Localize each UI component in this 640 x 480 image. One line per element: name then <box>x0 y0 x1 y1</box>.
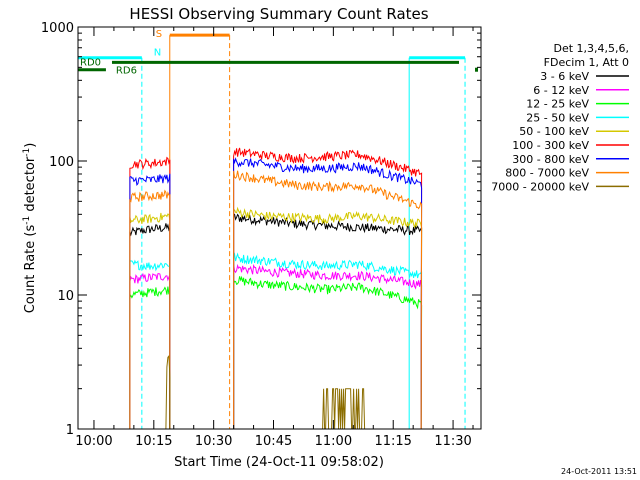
y-axis-label: Count Rate (s-1 detector-1) <box>22 143 38 314</box>
y-tick-label: 1 <box>66 423 74 438</box>
series-line <box>129 354 171 429</box>
axes-ticks: 10:00 10:15 10:30 10:45 11:00 11:15 11:30 1 10 10… <box>41 21 481 449</box>
legend-label: 25 - 50 keV <box>526 111 589 124</box>
series-line <box>233 263 423 429</box>
y-axis-label-sup1: -1 <box>22 216 32 225</box>
x-tick-label: 10:00 <box>75 434 112 449</box>
legend-label: 100 - 300 keV <box>512 139 589 152</box>
legend-header-line-2: FDecim 1, Att 0 <box>544 56 629 69</box>
legend-label: 300 - 800 keV <box>512 153 589 166</box>
x-tick-label: 11:15 <box>374 434 411 449</box>
series-lines <box>129 147 423 429</box>
y-axis-label-mid: detector <box>23 156 38 216</box>
y-axis-label-end: ) <box>23 143 38 148</box>
series-line <box>233 213 423 429</box>
series-line <box>233 147 423 429</box>
series-line <box>129 173 171 429</box>
series-line <box>233 206 423 429</box>
series-line <box>129 272 171 429</box>
y-tick-label: 1000 <box>41 21 74 36</box>
n-label: N <box>154 48 161 59</box>
legend-header-line-1: Det 1,3,4,5,6, <box>553 42 629 55</box>
series-line <box>233 275 423 429</box>
series-line <box>233 170 423 429</box>
rd6-end-marker <box>475 67 479 72</box>
legend-label: 7000 - 20000 keV <box>491 180 589 193</box>
series-line <box>129 259 171 429</box>
rd6-label: RD6 <box>116 66 137 77</box>
legend-label: 800 - 7000 keV <box>505 167 589 180</box>
legend-label: 6 - 12 keV <box>533 84 589 97</box>
series-line <box>233 157 423 429</box>
series-line <box>233 252 423 429</box>
series-line <box>233 388 422 429</box>
chart-title: HESSI Observing Summary Count Rates <box>129 5 428 23</box>
y-tick-label: 10 <box>57 289 74 304</box>
series-line <box>129 212 171 429</box>
series-line <box>129 286 171 429</box>
legend-label: 12 - 25 keV <box>526 98 589 111</box>
y-axis-label-sup2: -1 <box>22 148 32 157</box>
timestamp: 24-Oct-2011 13:51 <box>561 467 637 476</box>
x-tick-label: 10:45 <box>255 434 292 449</box>
s-label: S <box>156 29 162 40</box>
x-tick-label: 10:15 <box>135 434 172 449</box>
x-tick-label: 11:00 <box>315 434 352 449</box>
rd0-label: RD0 <box>80 57 101 68</box>
y-axis-label-main: Count Rate (s <box>23 225 38 314</box>
series-line <box>129 189 171 429</box>
plot-frame <box>77 26 482 430</box>
y-tick-label: 100 <box>49 155 74 170</box>
legend: Det 1,3,4,5,6, FDecim 1, Att 0 3 - 6 keV… <box>491 42 629 193</box>
legend-label: 3 - 6 keV <box>540 70 589 83</box>
x-tick-label: 11:30 <box>434 434 471 449</box>
legend-label: 50 - 100 keV <box>519 125 589 138</box>
series-line <box>129 223 171 429</box>
x-axis-label: Start Time (24-Oct-11 09:58:02) <box>174 455 384 470</box>
series-line <box>129 156 171 429</box>
x-tick-label: 10:30 <box>195 434 232 449</box>
